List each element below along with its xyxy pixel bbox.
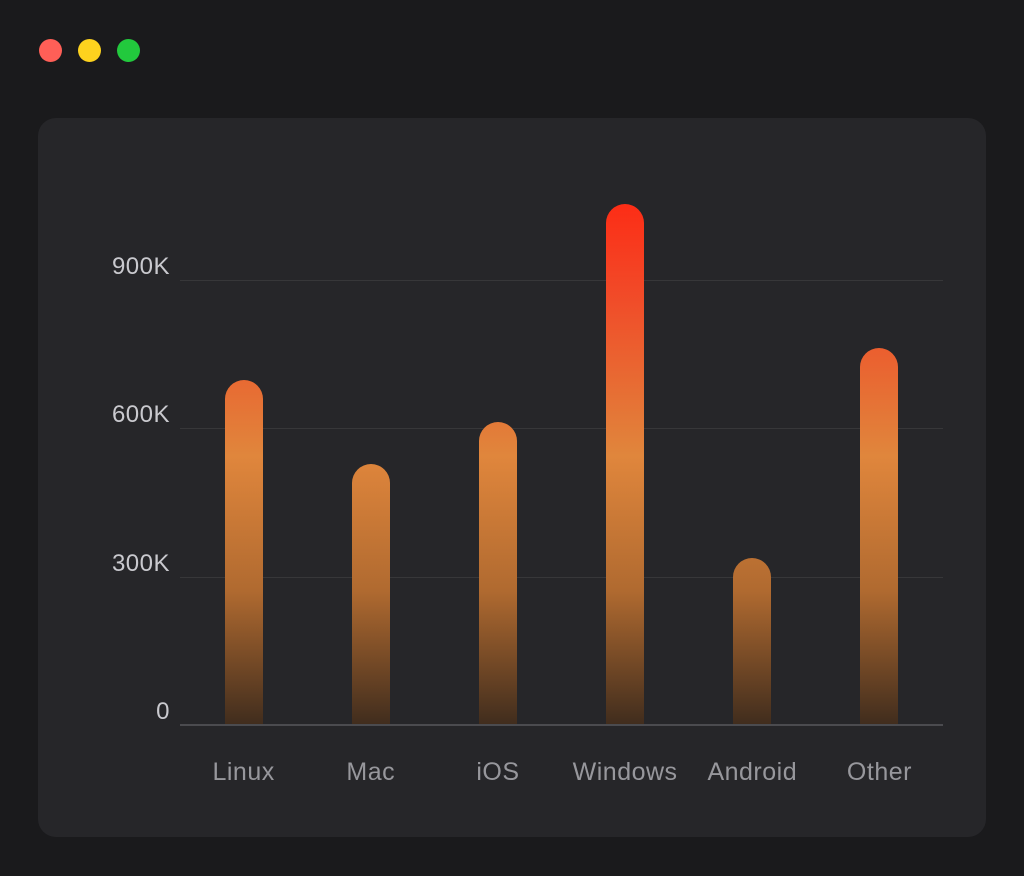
gridline-900K: [180, 280, 943, 282]
window-controls: [39, 39, 140, 62]
x-label-windows: Windows: [572, 758, 678, 786]
minimize-button[interactable]: [78, 39, 101, 62]
bar-linux[interactable]: [224, 380, 263, 726]
bar-slot-other: [816, 118, 943, 726]
y-tick-label-900K: 900K: [111, 253, 170, 281]
gridlines: [180, 118, 943, 726]
y-tick-label-300K: 300K: [111, 549, 170, 577]
bar-slot-android: [689, 118, 816, 726]
bar-slot-ios: [434, 118, 561, 726]
zoom-button[interactable]: [117, 39, 140, 62]
close-button[interactable]: [39, 39, 62, 62]
bar-windows[interactable]: [606, 204, 645, 726]
bar-slot-linux: [180, 118, 307, 726]
bar-mac[interactable]: [351, 464, 390, 726]
x-label-linux: Linux: [212, 758, 275, 786]
y-tick-label-600K: 600K: [111, 401, 170, 429]
bar-slot-windows: [562, 118, 689, 726]
bar-chart: [180, 118, 943, 726]
chart-card: 0 300K 600K 900K Linux Mac iOS Windows Android O…: [38, 118, 986, 837]
x-axis-line: [180, 724, 943, 726]
x-label-mac: Mac: [346, 758, 396, 786]
bar-android[interactable]: [733, 558, 772, 726]
y-tick-label-0: 0: [156, 698, 170, 725]
gridline-300K: [180, 576, 943, 578]
bar-slot-mac: [307, 118, 434, 726]
bar-other[interactable]: [860, 348, 899, 726]
bar-ios[interactable]: [478, 422, 517, 726]
x-label-android: Android: [707, 758, 798, 786]
x-axis-labels: Linux Mac iOS Windows Android Other: [180, 758, 943, 787]
x-label-ios: iOS: [476, 758, 520, 786]
bars: [180, 118, 943, 726]
x-label-other: Other: [846, 758, 912, 786]
gridline-600K: [180, 428, 943, 430]
y-axis-labels: 0 300K 600K 900K: [78, 118, 170, 726]
